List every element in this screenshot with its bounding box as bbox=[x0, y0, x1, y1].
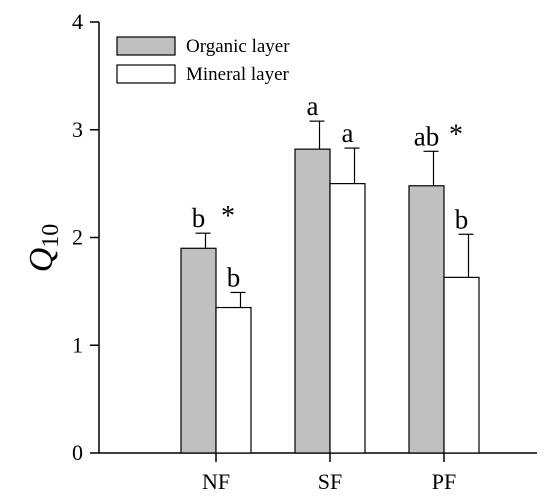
bar-mineral-pf bbox=[443, 276, 480, 454]
bar-mineral-sf bbox=[329, 183, 366, 454]
significance-letter: a bbox=[307, 91, 319, 121]
legend-label-organic: Organic layer bbox=[186, 36, 290, 57]
x-axis: NF SF PF bbox=[99, 452, 537, 494]
y-axis: 0 1 2 3 4 bbox=[72, 9, 100, 465]
y-axis-label-sub: 10 bbox=[38, 224, 64, 248]
x-tick-label: PF bbox=[432, 469, 456, 494]
bar-mineral-nf bbox=[215, 306, 252, 454]
significance-asterisk: * bbox=[221, 201, 235, 232]
x-tick-label: NF bbox=[202, 469, 230, 494]
y-axis-label-main: Q bbox=[23, 248, 60, 273]
significance-asterisk: * bbox=[449, 119, 463, 150]
significance-letter: ab bbox=[414, 121, 439, 151]
bar-organic-sf bbox=[294, 148, 331, 454]
x-tick-label: SF bbox=[318, 469, 342, 494]
significance-letter: a bbox=[342, 118, 354, 148]
significance-letter: b bbox=[455, 204, 469, 234]
y-tick-label: 3 bbox=[72, 117, 83, 142]
bar-organic-nf bbox=[180, 247, 217, 454]
significance-letter: b bbox=[192, 203, 206, 233]
legend: Organic layer Mineral layer bbox=[116, 36, 290, 85]
y-tick-label: 4 bbox=[72, 9, 83, 34]
significance-letters: bb*aa abb* bbox=[192, 91, 469, 292]
y-tick-label: 2 bbox=[72, 225, 83, 250]
bars bbox=[180, 148, 480, 454]
y-tick-label: 1 bbox=[72, 332, 83, 357]
y-axis-label: Q10 bbox=[23, 224, 64, 273]
legend-label-mineral: Mineral layer bbox=[186, 64, 290, 85]
error-bars bbox=[195, 120, 474, 308]
y-tick-label: 0 bbox=[72, 440, 83, 465]
legend-swatch-mineral bbox=[116, 64, 176, 84]
bar-organic-pf bbox=[408, 185, 445, 454]
legend-swatch-organic bbox=[116, 36, 176, 56]
significance-letter: b bbox=[227, 262, 241, 292]
